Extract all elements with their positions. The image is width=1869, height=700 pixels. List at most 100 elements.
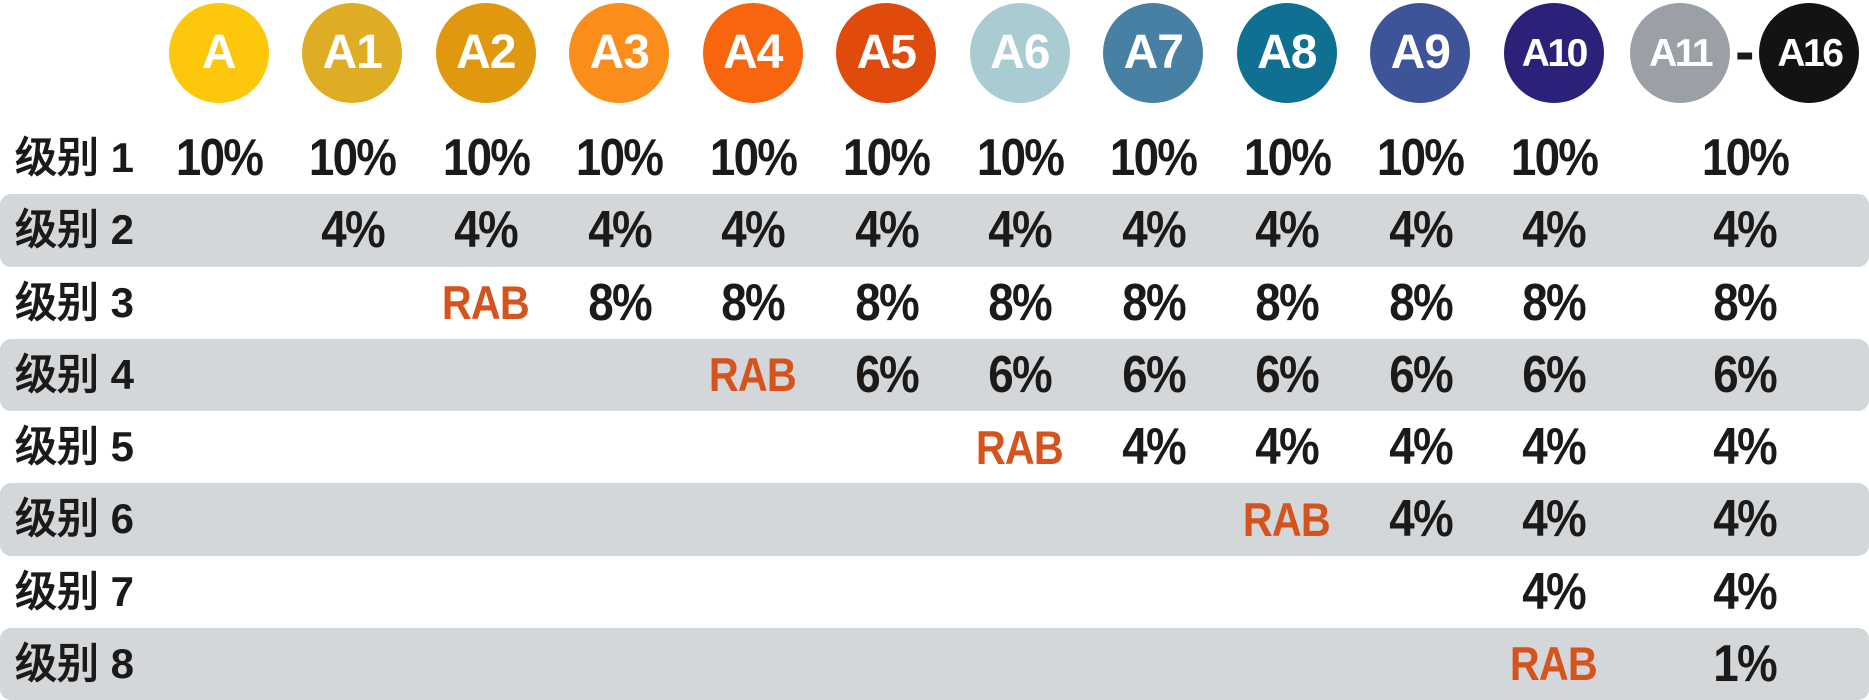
percentage-cell: 4% bbox=[1388, 418, 1453, 477]
rab-cell: RAB bbox=[442, 276, 530, 330]
column-badge-a7-icon: A7 bbox=[1103, 3, 1204, 103]
header-cell-a9: A9 bbox=[1354, 0, 1488, 103]
rab-cell: RAB bbox=[1510, 637, 1598, 691]
header-cell-a1: A1 bbox=[286, 0, 420, 103]
table-row-level-8: 级别 8 RAB 1% bbox=[0, 627, 1869, 700]
row-label: 级别 8 bbox=[15, 639, 135, 687]
percentage-cell: 6% bbox=[988, 345, 1052, 404]
table-row-level-6: 级别 6 RAB 4% 4% 4% bbox=[0, 483, 1869, 556]
rab-cell: RAB bbox=[976, 420, 1064, 474]
table-row-level-2: 级别 2 4% 4% 4% 4% 4% 4% 4% 4% 4% 4% 4% bbox=[0, 194, 1869, 267]
column-badge-a10-icon: A10 bbox=[1503, 3, 1604, 103]
table-row-level-7: 级别 7 4% 4% bbox=[0, 556, 1869, 628]
percentage-cell: 4% bbox=[1388, 490, 1453, 549]
percentage-cell: 4% bbox=[320, 201, 385, 260]
percentage-cell: 4% bbox=[854, 201, 919, 260]
range-dash-separator: - bbox=[1735, 19, 1755, 84]
percentage-cell: 6% bbox=[1255, 345, 1319, 404]
table-body: 级别 1 10% 10% 10% 10% 10% 10% 10% 10% 10% 10% 10% 10%… bbox=[0, 122, 1869, 700]
percentage-cell: 4% bbox=[1522, 490, 1586, 549]
percentage-cell: 10% bbox=[1243, 129, 1332, 188]
percentage-cell: 4% bbox=[1388, 201, 1453, 260]
percentage-cell: 8% bbox=[1713, 273, 1777, 332]
percentage-cell: 8% bbox=[1121, 273, 1186, 332]
percentage-cell: 10% bbox=[1510, 129, 1599, 188]
percentage-cell: 4% bbox=[1255, 418, 1319, 477]
percentage-cell: 10% bbox=[576, 129, 664, 188]
row-label: 级别 5 bbox=[15, 423, 135, 471]
row-label: 级别 3 bbox=[15, 278, 135, 326]
table-row-level-4: 级别 4 RAB 6% 6% 6% 6% 6% 6% 6% bbox=[0, 338, 1869, 411]
column-badge-a1-icon: A1 bbox=[302, 3, 403, 103]
percentage-cell: 8% bbox=[1522, 273, 1586, 332]
percentage-cell: 8% bbox=[587, 273, 652, 332]
percentage-cell: 6% bbox=[1388, 345, 1453, 404]
percentage-cell: 1% bbox=[1713, 634, 1777, 693]
header-row: A A1 A2 A3 A4 A5 A6 A7 A8 A9 A10 A11- A16 bbox=[0, 0, 1869, 122]
percentage-cell: 8% bbox=[721, 273, 785, 332]
percentage-cell: 8% bbox=[854, 273, 919, 332]
percentage-cell: 6% bbox=[1121, 345, 1186, 404]
header-cell-a5: A5 bbox=[820, 0, 954, 103]
rab-cell: RAB bbox=[1243, 492, 1331, 546]
row-label: 级别 6 bbox=[15, 495, 135, 543]
column-badge-a3-icon: A3 bbox=[569, 3, 670, 103]
percentage-cell: 4% bbox=[1121, 201, 1186, 260]
percentage-cell: 8% bbox=[1388, 273, 1453, 332]
percentage-cell: 8% bbox=[988, 273, 1052, 332]
percentage-cell: 6% bbox=[1522, 345, 1586, 404]
column-badge-a5-icon: A5 bbox=[836, 3, 937, 103]
rab-cell: RAB bbox=[709, 348, 797, 402]
row-label: 级别 1 bbox=[15, 134, 135, 182]
header-cell-a7: A7 bbox=[1087, 0, 1221, 103]
table-row-level-3: 级别 3 RAB 8% 8% 8% 8% 8% 8% 8% 8% 8% bbox=[0, 267, 1869, 339]
percentage-cell: 4% bbox=[1255, 201, 1319, 260]
table-row-level-1: 级别 1 10% 10% 10% 10% 10% 10% 10% 10% 10% 10% 10% 10% bbox=[0, 122, 1869, 194]
header-cell-a3: A3 bbox=[553, 0, 687, 103]
column-badge-a9-icon: A9 bbox=[1370, 3, 1471, 103]
percentage-cell: 8% bbox=[1255, 273, 1319, 332]
header-cell-a10: A10 bbox=[1487, 0, 1621, 103]
percentage-cell: 4% bbox=[1522, 418, 1586, 477]
column-badge-a4-icon: A4 bbox=[702, 3, 803, 103]
header-cell-a: A bbox=[152, 0, 286, 103]
percentage-cell: 4% bbox=[1522, 201, 1586, 260]
table-row-level-5: 级别 5 RAB 4% 4% 4% 4% 4% bbox=[0, 411, 1869, 483]
row-label: 级别 2 bbox=[15, 206, 135, 254]
column-badge-a11-icon: A11 bbox=[1630, 3, 1731, 103]
percentage-cell: 10% bbox=[1110, 129, 1198, 188]
header-cell-a8: A8 bbox=[1220, 0, 1354, 103]
header-cell-a11-a16: A11- A16 bbox=[1621, 0, 1869, 103]
percentage-cell: 10% bbox=[976, 129, 1065, 188]
header-cell-a2: A2 bbox=[419, 0, 553, 103]
percentage-cell: 4% bbox=[454, 201, 518, 260]
percentage-cell: 6% bbox=[854, 345, 919, 404]
row-label: 级别 7 bbox=[15, 567, 135, 615]
percentage-cell: 10% bbox=[1377, 129, 1465, 188]
percentage-cell: 10% bbox=[442, 129, 531, 188]
percentage-cell: 6% bbox=[1713, 345, 1777, 404]
percentage-cell: 10% bbox=[709, 129, 798, 188]
percentage-cell: 10% bbox=[175, 129, 264, 188]
percentage-cell: 10% bbox=[843, 129, 931, 188]
percentage-cell: 4% bbox=[721, 201, 785, 260]
column-badge-a-icon: A bbox=[168, 3, 269, 103]
percentage-cell: 10% bbox=[309, 129, 397, 188]
percentage-cell: 4% bbox=[1713, 562, 1777, 621]
column-badge-a16-icon: A16 bbox=[1759, 3, 1860, 103]
header-cell-a6: A6 bbox=[953, 0, 1087, 103]
header-cell-a4: A4 bbox=[686, 0, 820, 103]
percentage-cell: 4% bbox=[1713, 490, 1777, 549]
percentage-cell: 4% bbox=[1713, 201, 1777, 260]
percentage-cell: 4% bbox=[1713, 418, 1777, 477]
percentage-cell: 10% bbox=[1701, 129, 1790, 188]
column-badge-a8-icon: A8 bbox=[1236, 3, 1337, 103]
percentage-cell: 4% bbox=[587, 201, 652, 260]
row-label: 级别 4 bbox=[15, 350, 135, 398]
percentage-cell: 4% bbox=[988, 201, 1052, 260]
column-badge-a2-icon: A2 bbox=[435, 3, 536, 103]
percentage-cell: 4% bbox=[1121, 418, 1186, 477]
percentage-cell: 4% bbox=[1522, 562, 1586, 621]
column-badge-a6-icon: A6 bbox=[969, 3, 1070, 103]
